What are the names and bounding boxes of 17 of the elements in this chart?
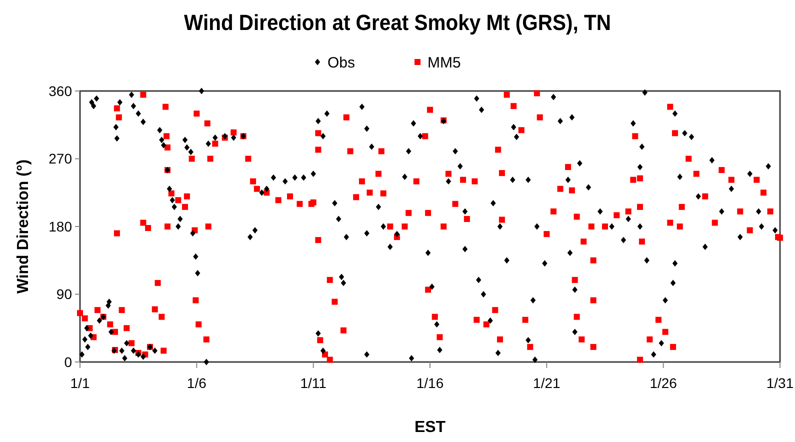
x-tick-label: 1/26: [650, 375, 678, 391]
x-tick-label: 1/1: [70, 375, 90, 391]
y-tick-label: 0: [64, 354, 72, 370]
x-tick-label: 1/21: [533, 375, 561, 391]
x-tick-label: 1/31: [766, 375, 794, 391]
y-tick-label: 270: [48, 150, 72, 167]
x-tick-label: 1/11: [300, 375, 327, 391]
legend-label: Obs: [328, 54, 356, 72]
y-axis-title: Wind Direction (°): [15, 159, 32, 294]
y-tick-label: 360: [48, 82, 72, 99]
y-tick-label: 180: [48, 218, 72, 234]
x-axis-title: EST: [414, 419, 446, 436]
x-tick-label: 1/16: [416, 375, 444, 391]
y-tick-label: 90: [56, 286, 72, 302]
x-tick-label: 1/6: [186, 375, 207, 391]
legend-label: MM5: [428, 54, 461, 72]
chart-title: Wind Direction at Great Smoky Mt (GRS), TN: [184, 11, 611, 36]
